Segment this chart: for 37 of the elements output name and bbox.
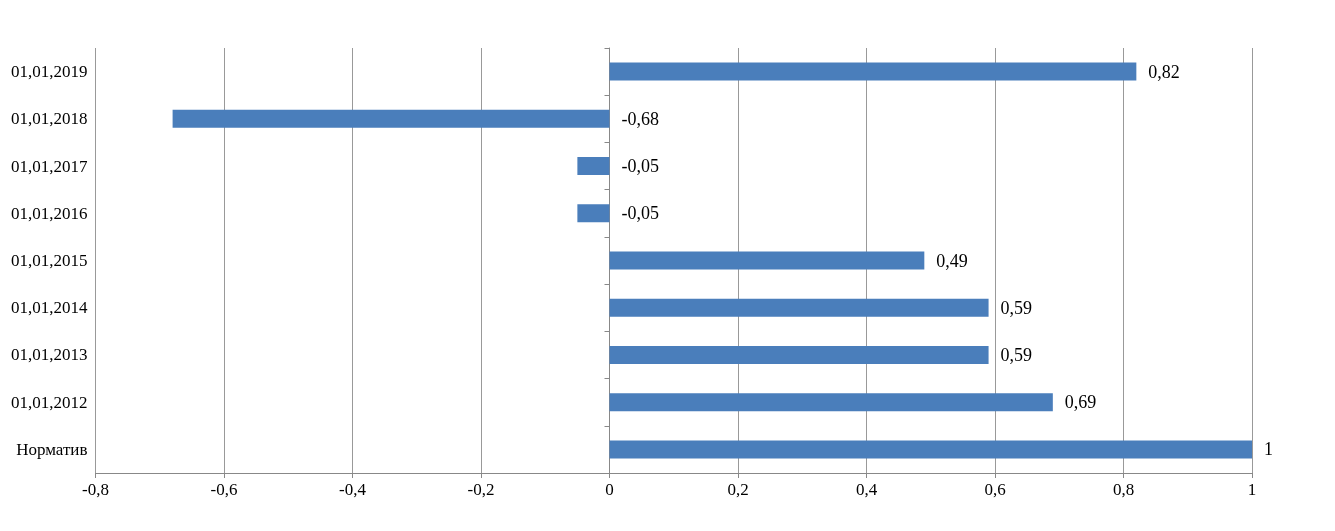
x-tick-label: -0,6: [210, 480, 238, 499]
x-tick-label: -0,2: [467, 480, 495, 499]
data-label: 0,59: [1000, 344, 1033, 365]
data-label: -0,05: [621, 156, 659, 177]
x-tick-label: -0,8: [82, 480, 109, 499]
data-label: -0,05: [621, 203, 659, 224]
x-tick-label: 0,4: [855, 480, 878, 499]
y-tick-label: 01,01,2016: [11, 203, 88, 223]
data-label: 1: [1264, 439, 1273, 460]
y-tick-label: 01,01,2012: [11, 392, 88, 412]
y-tick-label: 01,01,2019: [11, 62, 88, 82]
x-tick-label: 1: [1247, 480, 1257, 499]
data-label: -0,68: [621, 108, 659, 129]
x-tick-label: 0,6: [984, 480, 1006, 499]
bar: [609, 440, 1252, 459]
bar: [609, 251, 925, 270]
data-label: 0,49: [936, 250, 968, 271]
bar: [609, 345, 989, 364]
data-label: 0,59: [1000, 297, 1033, 318]
data-label: 0,82: [1148, 61, 1180, 82]
y-tick-label: 01,01,2013: [11, 345, 88, 365]
y-tick-label: 01,01,2014: [11, 298, 88, 318]
y-tick-label: 01,01,2015: [11, 251, 88, 270]
data-label: 0,69: [1064, 392, 1097, 413]
bar: [172, 109, 610, 128]
bar: [609, 298, 989, 317]
bar: [609, 62, 1137, 81]
bar: [609, 393, 1053, 412]
x-tick-label: 0,8: [1112, 480, 1135, 499]
x-tick-label: 0: [605, 480, 614, 499]
y-tick-label: 01,01,2017: [11, 156, 88, 176]
x-tick-label: 0,2: [727, 480, 749, 499]
y-tick-label: Норматив: [16, 439, 88, 459]
x-tick-label: -0,4: [339, 480, 367, 499]
y-tick-label: 01,01,2018: [11, 109, 88, 129]
bar: [577, 157, 610, 176]
bar: [577, 204, 610, 223]
